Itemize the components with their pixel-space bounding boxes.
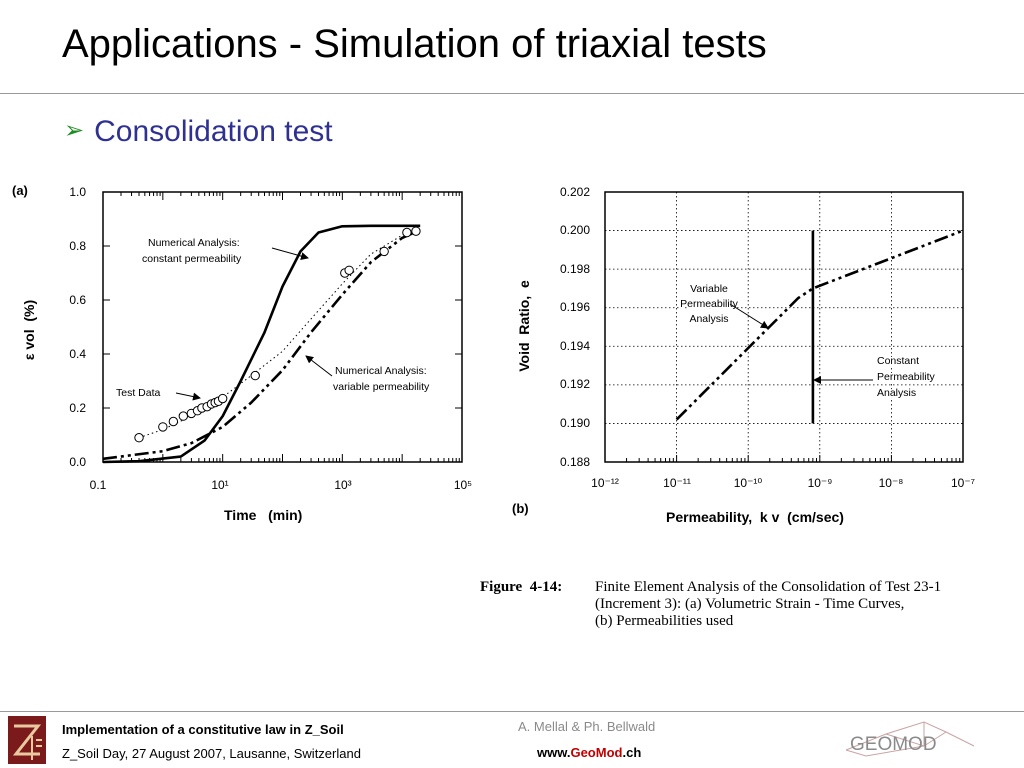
data-point-marker: [402, 227, 412, 238]
footer-title: Implementation of a constitutive law in …: [62, 722, 344, 737]
footer-event: Z_Soil Day, 27 August 2007, Lausanne, Sw…: [62, 746, 361, 761]
data-point-marker: [158, 422, 168, 432]
geomod-logo-text: GEOMOD: [850, 734, 937, 755]
x-tick-labels-a: 0.1 10¹ 10³ 10⁵: [90, 478, 473, 492]
annotation-arrow: [175, 392, 201, 401]
data-point-marker: [379, 246, 389, 257]
plot-frame-b: [604, 191, 964, 463]
url-prefix: www.: [537, 745, 571, 760]
url-suffix: .ch: [622, 745, 642, 760]
annotation-test-data: Test Data: [116, 387, 161, 399]
y-tick-label: 0.6: [69, 293, 86, 307]
y-tick-label: 0.194: [560, 339, 590, 353]
x-tick-label: 10⁻¹¹: [663, 476, 691, 490]
data-point-marker: [178, 411, 189, 421]
grid-b: [604, 192, 964, 462]
data-point-marker: [134, 433, 144, 443]
x-tick-label: 10⁻⁸: [879, 476, 904, 490]
y-axis-label-a: ε vol (%): [21, 300, 37, 360]
geomod-logo: GEOMOD: [826, 716, 976, 762]
y-tick-label: 0.190: [560, 416, 590, 430]
data-point-marker: [250, 370, 260, 381]
y-tick-label: 0.0: [69, 455, 86, 469]
y-tick-label: 0.198: [560, 262, 590, 276]
annotation-constant-1: Constant: [877, 355, 919, 367]
x-tick-label: 0.1: [90, 478, 107, 492]
bullet-text: Consolidation test: [94, 115, 333, 148]
annotation-variable-2: Permeability: [680, 298, 739, 310]
series-line-dash-dot: [675, 229, 964, 421]
x-axis-label-b: Permeability, k v (cm/sec): [666, 509, 844, 525]
footer-url-link[interactable]: www.GeoMod.ch: [537, 745, 641, 760]
annotation-numerical-constant-1: Numerical Analysis:: [148, 237, 240, 249]
tick-marks-a: [102, 192, 463, 462]
series-line-dotted: [138, 229, 421, 439]
bullet-item: ➢ Consolidation test: [64, 115, 333, 149]
chart-a: (a) 0.0 0.2 0.4 0.6 0.8 1.0 0.1 10¹ 10³ …: [12, 183, 472, 523]
annotation-numerical-variable-1: Numerical Analysis:: [335, 365, 427, 377]
y-tick-label: 0.202: [560, 185, 590, 199]
y-tick-label: 0.8: [69, 239, 86, 253]
data-point-marker: [217, 393, 228, 404]
annotation-variable-3: Analysis: [689, 313, 728, 325]
zsoil-logo: [8, 716, 46, 764]
slide-title: Applications - Simulation of triaxial te…: [62, 22, 767, 66]
y-tick-label: 1.0: [69, 185, 86, 199]
chart-b: 0.188 0.190 0.192 0.194 0.196 0.198 0.20…: [512, 185, 975, 525]
x-tick-labels-b: 10⁻¹² 10⁻¹¹ 10⁻¹⁰ 10⁻⁹ 10⁻⁸ 10⁻⁷: [591, 476, 975, 490]
figure-caption: Figure 4-14: Finite Element Analysis of …: [480, 579, 941, 629]
x-tick-label: 10⁻¹⁰: [734, 476, 763, 490]
series-a: [102, 224, 421, 464]
x-tick-label: 10¹: [211, 478, 228, 492]
caption-label: Figure 4-14:: [480, 579, 562, 595]
x-tick-label: 10⁻¹²: [591, 476, 619, 490]
caption-line: Finite Element Analysis of the Consolida…: [595, 579, 941, 595]
x-tick-label: 10⁻⁹: [808, 476, 833, 490]
caption-line: (Increment 3): (a) Volumetric Strain - T…: [595, 596, 904, 612]
series-line-solid: [102, 224, 421, 464]
y-tick-label: 0.2: [69, 401, 86, 415]
x-tick-label: 10⁵: [454, 478, 472, 492]
y-tick-label: 0.200: [560, 223, 590, 237]
annotation-arrow: [729, 303, 769, 329]
figure-svg: (a) 0.0 0.2 0.4 0.6 0.8 1.0 0.1 10¹ 10³ …: [12, 183, 975, 629]
x-tick-label: 10⁻⁷: [951, 476, 975, 490]
y-tick-labels-b: 0.188 0.190 0.192 0.194 0.196 0.198 0.20…: [560, 185, 590, 469]
annotation-numerical-variable-2: variable permeability: [333, 381, 430, 393]
caption-line: (b) Permeabilities used: [595, 613, 734, 629]
y-axis-label-b: Void Ratio, e: [516, 280, 532, 372]
x-axis-label-a: Time (min): [224, 507, 302, 523]
y-tick-label: 0.196: [560, 300, 590, 314]
data-point-marker: [168, 416, 179, 427]
x-tick-label: 10³: [334, 478, 351, 492]
annotation-constant-3: Analysis: [877, 387, 916, 399]
title-divider: [0, 93, 1024, 94]
panel-b-label: (b): [512, 501, 529, 516]
url-geo: Geo: [570, 745, 596, 760]
footer-authors: A. Mellal & Ph. Bellwald: [518, 719, 656, 734]
annotation-constant-2: Permeability: [877, 371, 936, 383]
y-tick-label: 0.188: [560, 455, 590, 469]
y-tick-label: 0.192: [560, 377, 590, 391]
footer-divider: [0, 711, 1024, 712]
annotation-arrow: [305, 355, 333, 377]
y-tick-labels-a: 0.0 0.2 0.4 0.6 0.8 1.0: [69, 185, 86, 469]
annotation-numerical-constant-2: constant permeability: [142, 253, 242, 265]
annotation-variable-1: Variable: [690, 283, 728, 295]
annotation-arrow: [271, 247, 309, 260]
panel-a-label: (a): [12, 183, 28, 198]
data-point-marker: [344, 265, 354, 275]
series-b: [675, 229, 964, 424]
url-mod: Mod: [595, 745, 623, 760]
data-point-marker: [411, 226, 421, 236]
arrow-bullet-icon: ➢: [64, 117, 85, 144]
y-tick-label: 0.4: [69, 347, 86, 361]
